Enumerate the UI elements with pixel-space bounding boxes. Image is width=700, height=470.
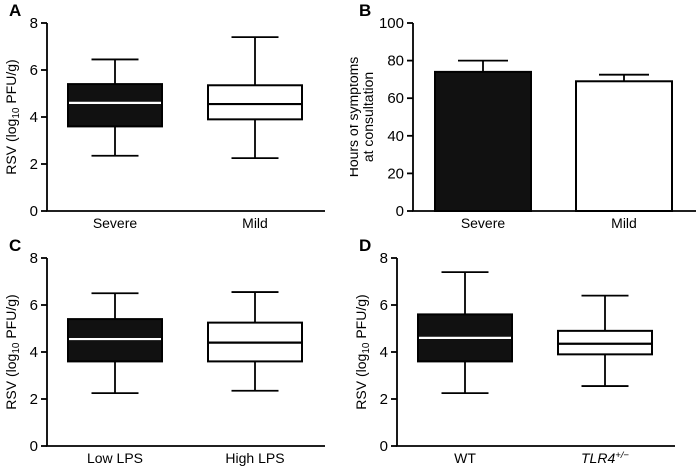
category-label: Mild [242, 215, 268, 231]
category-label: TLR4+/− [581, 450, 629, 466]
panel-letter-D: D [359, 236, 372, 255]
y-tick-label: 8 [30, 250, 38, 267]
y-axis-label: at consultation [360, 72, 376, 162]
y-tick-label: 4 [30, 344, 38, 361]
y-tick-label: 6 [380, 297, 388, 314]
y-tick-label: 8 [380, 250, 388, 267]
category-label: WT [454, 450, 476, 466]
panel-letter-A: A [9, 1, 22, 20]
panel-letter-B: B [359, 1, 372, 20]
y-tick-label: 40 [387, 128, 404, 145]
category-label: Severe [461, 215, 506, 231]
y-axis-label: RSV (log10 PFU/g) [3, 59, 22, 174]
box-TLR4+/− [557, 329, 653, 356]
y-tick-label: 4 [380, 344, 388, 361]
category-label: Severe [93, 215, 138, 231]
panel-B-barchart: 0 20 40 60 80 100 Hours of symptoms at consulta… [350, 15, 696, 231]
panel-C-boxplot: 0 2 4 6 8 RSV (log10 PFU/g) Low LPS High LPS [3, 250, 325, 466]
panel-D-boxplot: 0 2 4 6 8 RSV (log10 PFU/g) WT TLR4+/− [353, 250, 675, 466]
y-axis-label: RSV (log10 PFU/g) [353, 294, 372, 409]
y-tick-label: 0 [30, 203, 38, 220]
category-label: Low LPS [87, 450, 143, 466]
y-tick-label: 6 [30, 297, 38, 314]
y-tick-label: 0 [380, 438, 388, 455]
y-tick-label: 100 [379, 15, 404, 32]
y-tick-label: 80 [387, 53, 404, 70]
y-axis-label: Hours of symptoms [350, 57, 361, 178]
panel-B: B 0 20 40 60 80 100 Hours of symptoms at consul… [350, 0, 700, 235]
panel-D: D 0 2 4 6 8 RSV (log10 PFU/g) WT TLR4+/− [350, 235, 700, 470]
panel-A: A 0 2 4 6 8 RSV (log10 PFU/g) Severe Mild [0, 0, 350, 235]
y-tick-label: 4 [30, 109, 38, 126]
panel-C: C 0 2 4 6 8 RSV (log10 PFU/g) Low LPS High LPS [0, 235, 350, 470]
box-Mild [207, 84, 303, 121]
category-label: High LPS [225, 450, 284, 466]
box-Low LPS [67, 318, 163, 363]
y-axis-label: RSV (log10 PFU/g) [3, 294, 22, 409]
y-tick-label: 2 [30, 156, 38, 173]
y-tick-label: 2 [30, 391, 38, 408]
y-tick-label: 20 [387, 165, 404, 182]
panel-A-boxplot: 0 2 4 6 8 RSV (log10 PFU/g) Severe Mild [3, 15, 325, 231]
panel-letter-C: C [9, 236, 22, 255]
y-tick-label: 0 [30, 438, 38, 455]
bar-Severe [434, 70, 532, 212]
y-tick-label: 2 [380, 391, 388, 408]
bar-Mild [575, 80, 673, 212]
y-tick-label: 6 [30, 62, 38, 79]
category-label: Mild [611, 215, 637, 231]
box-Severe [67, 83, 163, 128]
y-tick-label: 0 [396, 203, 404, 220]
y-tick-label: 8 [30, 15, 38, 32]
y-tick-label: 60 [387, 90, 404, 107]
